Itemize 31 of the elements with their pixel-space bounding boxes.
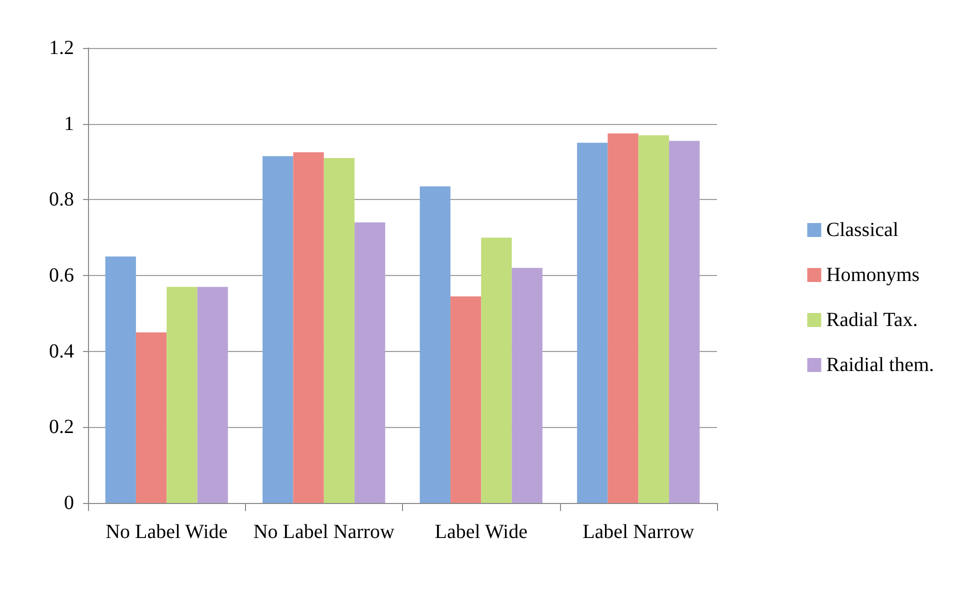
- y-tick-label: 0.2: [49, 416, 74, 438]
- bar: [481, 238, 512, 503]
- legend-label: Homonyms: [826, 264, 920, 286]
- y-tick-label: 1.2: [49, 37, 74, 59]
- x-tick-label: Label Wide: [434, 521, 528, 543]
- bar: [324, 158, 355, 503]
- bar: [577, 142, 608, 503]
- bar: [105, 256, 136, 503]
- legend-label: Raidial them.: [826, 354, 934, 376]
- bar: [420, 186, 450, 503]
- x-tick-label: No Label Wide: [106, 521, 228, 543]
- bar: [638, 135, 670, 503]
- x-tick-label: No Label Narrow: [253, 521, 395, 543]
- bar: [354, 222, 386, 503]
- bar: [262, 156, 294, 503]
- x-tick-label: Label Narrow: [582, 521, 695, 543]
- legend-label: Radial Tax.: [826, 309, 918, 331]
- y-tick-label: 0: [64, 492, 74, 514]
- y-tick-label: 0.4: [49, 340, 74, 362]
- bar: [136, 332, 167, 503]
- bar: [669, 140, 700, 503]
- y-tick-label: 1: [64, 112, 74, 135]
- bar: [293, 152, 324, 503]
- bar: [166, 286, 198, 503]
- bar: [608, 133, 638, 503]
- y-tick-label: 0.6: [49, 264, 74, 286]
- legend-label: Classical: [826, 219, 899, 241]
- bar: [197, 286, 228, 503]
- bar: [450, 296, 482, 503]
- bar: [512, 268, 542, 503]
- y-tick-label: 0.8: [49, 188, 74, 211]
